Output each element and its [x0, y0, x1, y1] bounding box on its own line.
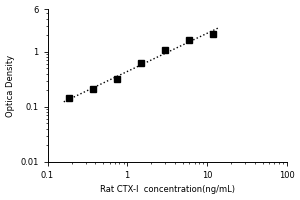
Y-axis label: Optica Density: Optica Density: [6, 54, 15, 117]
X-axis label: Rat CTX-I  concentration(ng/mL): Rat CTX-I concentration(ng/mL): [100, 185, 235, 194]
